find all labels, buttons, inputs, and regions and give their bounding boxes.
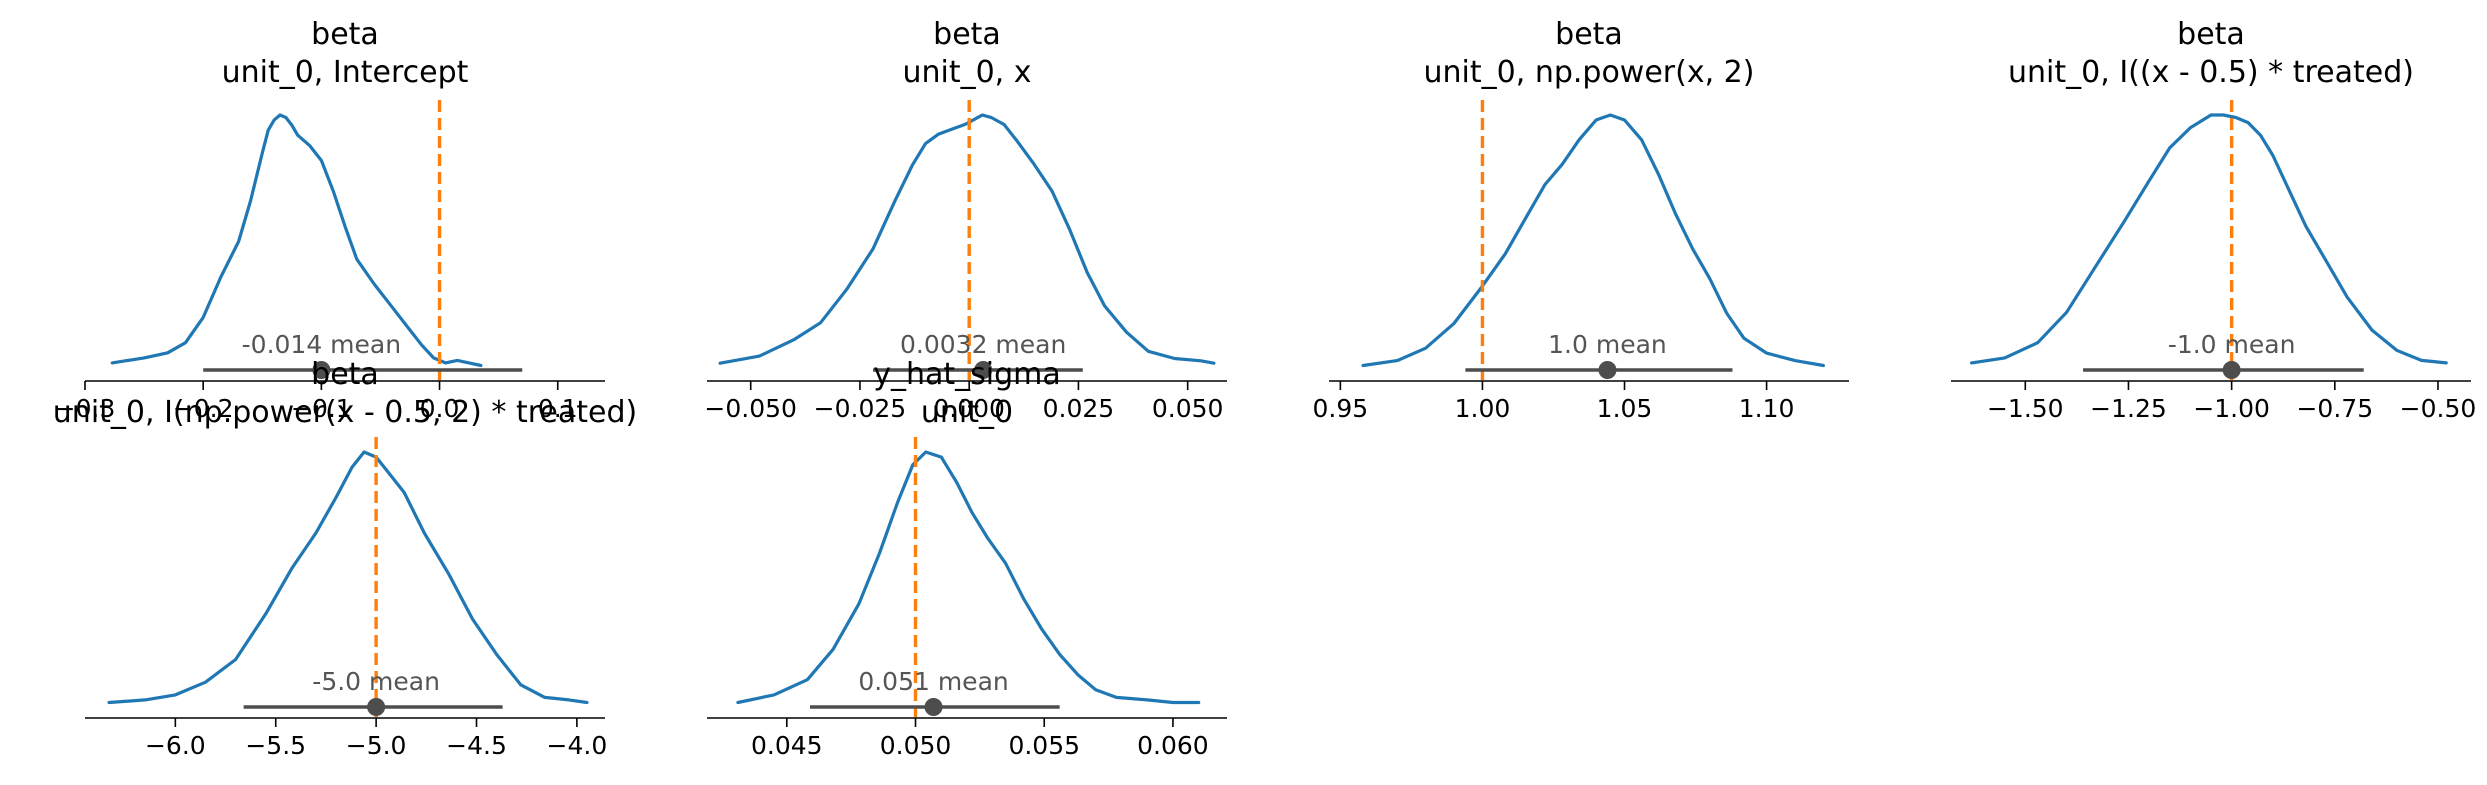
mean-label: -1.0 mean [2168,330,2296,359]
x-tick-label: −1.25 [2090,394,2167,423]
subplot-6: 0.051 mean 0.045 0.050 0.055 0.060 y_hat_sigm… [707,357,1227,760]
mean-point [367,698,386,716]
x-axis: −0.050 −0.025 0.000 0.025 0.050 [704,380,1227,423]
density-curve [1969,113,2448,365]
subplot-title-line: unit_0, x [902,55,1031,90]
x-tick-label: 0.95 [1313,394,1369,423]
x-tick-label: 0.050 [880,731,952,760]
mean-label: 0.051 mean [858,667,1008,696]
subplot-2: 0.0032 mean −0.050 −0.025 0.000 0.025 0.050 be… [704,17,1227,423]
x-tick-label: 0.0 [420,394,460,423]
x-tick-label: 0.025 [1043,394,1115,423]
subplot-title-line: unit_0, I(np.power(x - 0.5, 2) * treated… [53,395,637,430]
mean-point [2222,361,2241,379]
x-tick-label: 0.060 [1137,731,1209,760]
density-curve [110,113,483,368]
x-tick-label: −1.50 [1987,394,2064,423]
x-tick-label: −6.0 [145,731,206,760]
density-curve [1361,113,1826,368]
x-tick-label: 0.000 [933,394,1005,423]
mean-point [974,361,993,379]
subplot-title-line: unit_0, I((x - 0.5) * treated) [2008,55,2414,90]
mean-point [1598,361,1617,379]
x-axis: −1.50 −1.25 −1.00 −0.75 −0.50 [1951,380,2477,423]
subplot-title-line: unit_0, np.power(x, 2) [1424,55,1755,90]
x-tick-label: 1.10 [1739,394,1795,423]
x-tick-label: 0.1 [538,394,578,423]
subplot-title-line: y_hat_sigma [873,357,1061,392]
subplot-title-line: unit_0 [921,395,1013,430]
x-tick-label: −0.2 [173,394,234,423]
x-tick-label: 1.00 [1455,394,1511,423]
density-curve [107,450,589,705]
x-tick-label: −0.1 [291,394,352,423]
x-tick-label: −4.5 [446,731,507,760]
x-tick-label: −0.50 [2400,394,2477,423]
mean-label: 1.0 mean [1548,330,1667,359]
density-curve [718,113,1216,365]
x-axis: 0.95 1.00 1.05 1.10 [1313,380,1849,423]
x-tick-label: −0.75 [2296,394,2373,423]
subplot-title-line: unit_0, Intercept [222,55,469,90]
subplot-title-line: beta [311,17,379,52]
x-tick-label: −0.050 [704,394,797,423]
x-tick-label: 0.045 [751,731,823,760]
subplot-5: -5.0 mean −6.0 −5.5 −5.0 −4.5 −4.0 betaunit_0,… [53,357,637,760]
mean-label: 0.0032 mean [900,330,1066,359]
subplot-4: -1.0 mean −1.50 −1.25 −1.00 −0.75 −0.50 betaun… [1951,17,2476,423]
x-tick-label: −5.5 [245,731,306,760]
x-axis: −6.0 −5.5 −5.0 −4.5 −4.0 [85,717,608,760]
x-tick-label: 1.05 [1597,394,1653,423]
mean-point [312,361,331,379]
subplot-title-line: beta [2177,17,2245,52]
subplot-1: -0.014 mean−0.3 −0.2 −0.1 0.0 0.1betaunit_0,… [55,17,605,423]
density-curve [736,450,1201,705]
x-axis: 0.045 0.050 0.055 0.060 [707,717,1227,760]
subplot-title-line: beta [1555,17,1623,52]
mean-label: -5.0 mean [312,667,440,696]
x-tick-label: 0.050 [1152,394,1224,423]
x-tick-label: 0.055 [1008,731,1080,760]
x-axis: −0.3 −0.2 −0.1 0.0 0.1 [55,380,605,423]
subplot-title-line: beta [311,357,379,392]
x-tick-label: −0.3 [55,394,116,423]
mean-point [924,698,943,716]
x-tick-label: −4.0 [547,731,608,760]
x-tick-label: −0.025 [814,394,907,423]
mean-label: -0.014 mean [242,330,401,359]
x-tick-label: −1.00 [2193,394,2270,423]
subplot-title-line: beta [933,17,1001,52]
x-tick-label: −5.0 [346,731,407,760]
